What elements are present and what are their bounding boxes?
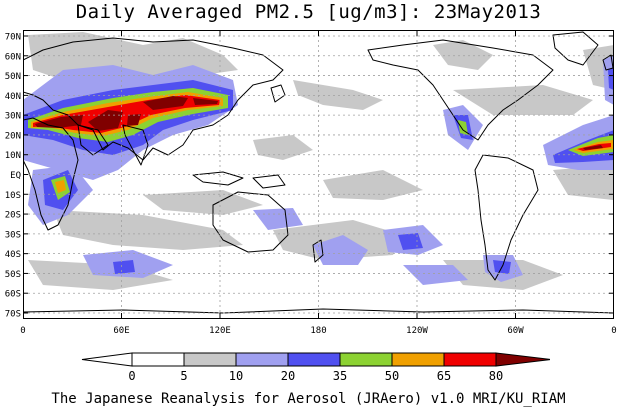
coast-south-america [474, 154, 539, 281]
lat-label: 40N [5, 92, 21, 102]
colorbar-tick-label: 80 [489, 369, 503, 383]
lat-label: 70N [5, 33, 21, 43]
colorbar-tick-label: 65 [437, 369, 451, 383]
lat-label: 50S [5, 270, 21, 280]
lon-label: 120W [406, 326, 428, 336]
lat-label: 20S [5, 211, 21, 221]
coast-indonesia [192, 171, 244, 186]
colorbar-high-arrow [495, 352, 552, 367]
pm25-map [22, 30, 615, 319]
colorbar-tick-label: 0 [128, 369, 135, 383]
colorbar-segment [443, 352, 497, 367]
coast-eurasia [22, 37, 284, 161]
lat-label: 40S [5, 250, 21, 260]
map-title: Daily Averaged PM2.5 [ug/m3]: 23May2013 [75, 1, 542, 23]
lat-label: 70S [5, 310, 21, 320]
colorbar-tick-label: 20 [281, 369, 295, 383]
map-panel [22, 30, 615, 319]
colorbar-segment [235, 352, 289, 367]
graticule [23, 30, 614, 319]
colorbar-tick-label: 35 [333, 369, 347, 383]
colorbar-segment [391, 352, 445, 367]
pm25-fields [23, 32, 614, 290]
coast-africa [22, 117, 79, 231]
colorbar-tick-label: 50 [385, 369, 399, 383]
colorbar-segment [287, 352, 341, 367]
colorbar: 0 5 10 20 35 50 65 80 [80, 350, 552, 386]
lon-label: 60E [113, 326, 129, 336]
lat-label: 30N [5, 112, 21, 122]
lat-label: EQ [10, 171, 21, 181]
lat-label: 60N [5, 52, 21, 62]
lat-label: 10N [5, 151, 21, 161]
colorbar-segment [183, 352, 237, 367]
colorbar-low-arrow [81, 352, 133, 367]
lon-label: 180 [310, 326, 326, 336]
axis-labels: 70N 60N 50N 40N 30N 20N 10N EQ 10S 20S 30S 40S 50S 60… [5, 33, 617, 337]
coast-arabia [77, 124, 109, 156]
lon-label: 0 [20, 326, 25, 336]
colorbar-tick-label: 10 [229, 369, 243, 383]
coast-greenland [552, 31, 599, 66]
lat-label: 50N [5, 72, 21, 82]
coast-newguinea [252, 174, 286, 189]
lat-label: 60S [5, 290, 21, 300]
lon-label: 0 [611, 326, 616, 336]
colorbar-svg: 0 5 10 20 35 50 65 80 [81, 352, 552, 383]
credit-line: The Japanese Reanalysis for Aerosol (JRA… [51, 391, 566, 407]
coast-australia [212, 191, 289, 253]
colorbar-tick-label: 5 [180, 369, 187, 383]
lat-label: 30S [5, 230, 21, 240]
colorbar-segment [131, 352, 185, 367]
colorbar-segment [339, 352, 393, 367]
lat-label: 10S [5, 191, 21, 201]
lat-label: 20N [5, 131, 21, 141]
coastlines [22, 31, 615, 314]
lat-ticks [23, 35, 614, 314]
lon-label: 60W [507, 326, 524, 336]
lon-label: 120E [209, 326, 231, 336]
coast-antarctica [22, 308, 615, 314]
coast-north-america [367, 39, 554, 141]
